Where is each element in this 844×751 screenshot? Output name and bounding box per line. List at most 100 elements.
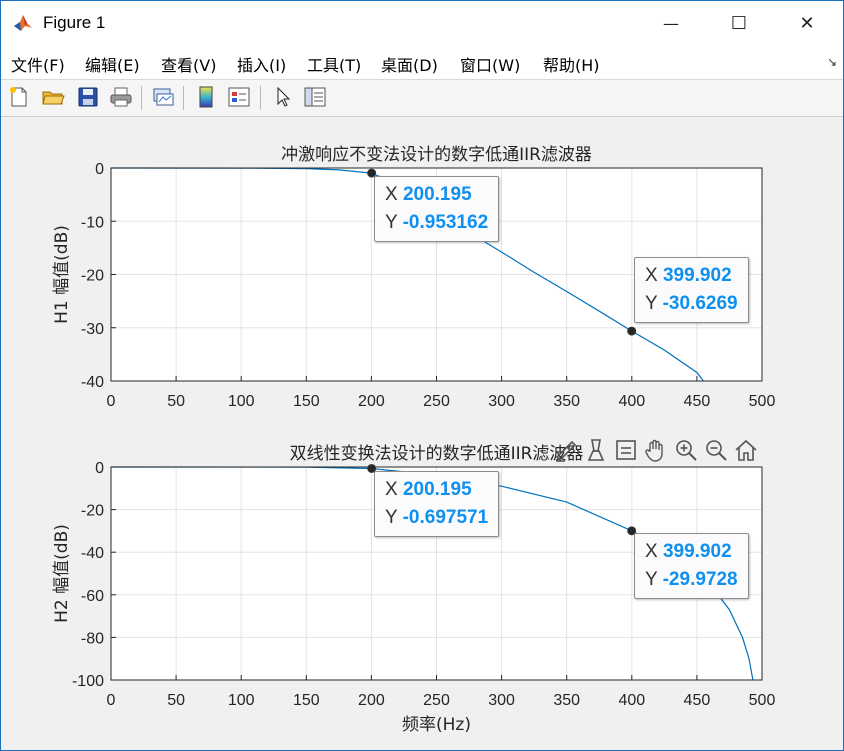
x-tick-label: 150 <box>293 393 320 410</box>
x-tick-label: 350 <box>553 692 580 709</box>
datatip-x-row: X 200.195 <box>385 184 472 205</box>
datatip-marker <box>627 526 637 536</box>
toolbar-separator <box>141 86 142 110</box>
series-line <box>110 167 704 382</box>
x-tick-label: 500 <box>749 393 776 410</box>
menu-help[interactable]: 帮助(H) <box>543 56 600 75</box>
datatip-h1-2[interactable]: X 399.902 Y -30.6269 <box>634 257 749 323</box>
y-tick-label: -60 <box>81 588 104 605</box>
datatip-y-value: -30.6269 <box>662 293 738 314</box>
x-tick-label: 350 <box>553 393 580 410</box>
x-tick-label: 450 <box>684 393 711 410</box>
menu-insert[interactable]: 插入(I) <box>237 56 287 75</box>
y-tick-label: -10 <box>81 214 104 231</box>
open-file-icon[interactable] <box>41 85 65 109</box>
menu-window[interactable]: 窗口(W) <box>460 56 521 75</box>
property-inspector-icon[interactable] <box>303 85 327 109</box>
x-tick-label: 250 <box>423 393 450 410</box>
y-tick-label: -100 <box>72 673 104 690</box>
datatip-h2-2[interactable]: X 399.902 Y -29.9728 <box>634 533 749 599</box>
close-icon: ✕ <box>799 12 815 34</box>
x-tick-label: 250 <box>423 692 450 709</box>
new-figure-icon[interactable] <box>7 85 31 109</box>
maximize-button[interactable]: ☐ <box>705 1 773 45</box>
menu-view[interactable]: 查看(V) <box>161 56 217 75</box>
datatip-y-row: Y -0.953162 <box>385 212 489 233</box>
figure-toolbar <box>1 80 843 117</box>
save-icon[interactable] <box>76 85 100 109</box>
dock-arrow-icon[interactable]: ↘ <box>826 55 837 69</box>
data-tips-icon[interactable] <box>583 437 609 463</box>
link-plot-icon[interactable] <box>151 85 175 109</box>
datatip-x-value: 200.195 <box>402 479 472 500</box>
x-tick-label: 400 <box>618 393 645 410</box>
datatip-x-row: X 200.195 <box>385 479 472 500</box>
x-tick-label: 200 <box>358 393 385 410</box>
x-axis-label: 频率(Hz) <box>402 715 471 735</box>
menu-edit[interactable]: 编辑(E) <box>85 56 140 75</box>
x-tick-label: 300 <box>488 393 515 410</box>
zoom-in-icon[interactable] <box>673 437 699 463</box>
y-tick-label: -40 <box>81 374 104 391</box>
datatip-y-value: -0.697571 <box>402 507 489 528</box>
close-button[interactable]: ✕ <box>773 1 841 45</box>
y-tick-label: -30 <box>81 321 104 338</box>
datatip-h1-1[interactable]: X 200.195 Y -0.953162 <box>374 176 500 242</box>
datatip-x-value: 399.902 <box>662 541 732 562</box>
maximize-icon: ☐ <box>730 12 748 34</box>
datatip-marker <box>367 463 377 473</box>
matlab-logo-icon <box>13 13 33 33</box>
datatip-marker <box>627 326 637 336</box>
x-tick-label: 200 <box>358 692 385 709</box>
brush-icon[interactable] <box>553 437 579 463</box>
minimize-button[interactable]: — <box>637 1 705 45</box>
x-tick-label: 500 <box>749 692 776 709</box>
datatip-y-row: Y -0.697571 <box>385 507 489 528</box>
x-tick-label: 450 <box>684 692 711 709</box>
menu-tools[interactable]: 工具(T) <box>307 56 362 75</box>
x-tick-label: 150 <box>293 692 320 709</box>
y-tick-label: -40 <box>81 545 104 562</box>
x-tick-label: 100 <box>228 692 255 709</box>
menu-desktop[interactable]: 桌面(D) <box>381 56 438 75</box>
datatip-x-value: 200.195 <box>402 184 472 205</box>
datatip-y-row: Y -29.9728 <box>645 569 738 590</box>
x-tick-label: 50 <box>167 393 185 410</box>
x-tick-label: 0 <box>107 393 116 410</box>
legend-icon[interactable] <box>227 85 251 109</box>
x-tick-label: 50 <box>167 692 185 709</box>
datatip-x-row: X 399.902 <box>645 541 732 562</box>
pan-icon[interactable] <box>643 437 669 463</box>
colorbar-icon[interactable] <box>194 85 218 109</box>
window-title: Figure 1 <box>43 13 106 32</box>
axes-title: 双线性变换法设计的数字低通IIR滤波器 <box>290 444 584 464</box>
y-tick-label: -20 <box>81 503 104 520</box>
print-icon[interactable] <box>109 85 133 109</box>
minimize-icon: — <box>663 13 679 33</box>
y-axis-label: H2 幅值(dB) <box>52 524 72 623</box>
home-icon[interactable] <box>733 437 759 463</box>
rotate-icon[interactable] <box>613 437 639 463</box>
y-tick-label: 0 <box>95 460 104 477</box>
title-bar[interactable]: Figure 1 — ☐ ✕ <box>1 1 843 45</box>
menu-file[interactable]: 文件(F) <box>11 56 65 75</box>
datatip-marker <box>367 168 377 178</box>
toolbar-separator <box>183 86 184 110</box>
zoom-out-icon[interactable] <box>703 437 729 463</box>
x-tick-label: 100 <box>228 393 255 410</box>
axes-toolbar <box>553 437 759 465</box>
datatip-y-value: -0.953162 <box>402 212 489 233</box>
datatip-y-row: Y -30.6269 <box>645 293 738 314</box>
y-tick-label: 0 <box>95 161 104 178</box>
x-tick-label: 400 <box>618 692 645 709</box>
datatip-x-value: 399.902 <box>662 265 732 286</box>
x-tick-label: 0 <box>107 692 116 709</box>
x-tick-label: 300 <box>488 692 515 709</box>
y-tick-label: -20 <box>81 268 104 285</box>
datatip-h2-1[interactable]: X 200.195 Y -0.697571 <box>374 471 500 537</box>
y-tick-label: -80 <box>81 630 104 647</box>
axes-title: 冲激响应不变法设计的数字低通IIR滤波器 <box>281 145 592 165</box>
y-axis-label: H1 幅值(dB) <box>52 225 72 324</box>
pointer-icon[interactable] <box>271 85 295 109</box>
